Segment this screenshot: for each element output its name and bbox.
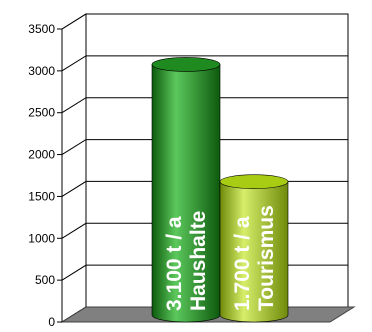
y-tick-label: 1000 [28, 231, 55, 245]
gridline [61, 55, 348, 72]
bar-labels: 3.100 t / a Haushalte 1.700 t / a Tourismus [163, 205, 278, 311]
y-tick-label: 2500 [28, 106, 55, 120]
y-tick-label: 0 [48, 315, 55, 329]
y-tick-label: 3000 [28, 64, 55, 78]
bar-data-label: 3.100 t / a [163, 216, 186, 311]
bar-data-label: 1.700 t / a [231, 216, 254, 311]
y-tick-label: 3500 [28, 22, 55, 36]
side-wall [61, 13, 87, 323]
gridline [61, 13, 348, 30]
y-tick-label: 2000 [28, 148, 55, 162]
bar-body [151, 64, 221, 323]
y-tick-label: 1500 [28, 189, 55, 203]
y-axis [57, 28, 63, 323]
bar [151, 57, 221, 323]
gridline [61, 139, 348, 155]
bars [151, 57, 289, 323]
bar-top [219, 174, 289, 189]
bar-data-label: Haushalte [187, 211, 210, 311]
bar-top [151, 57, 221, 72]
bar [219, 174, 289, 323]
bar-body [219, 181, 289, 323]
y-tick-label: 500 [35, 273, 55, 287]
bar-data-label: Tourismus [255, 205, 278, 311]
y-tick-labels: 0 500 1000 1500 2000 2500 3000 3500 [28, 22, 55, 329]
gridline [61, 97, 348, 114]
